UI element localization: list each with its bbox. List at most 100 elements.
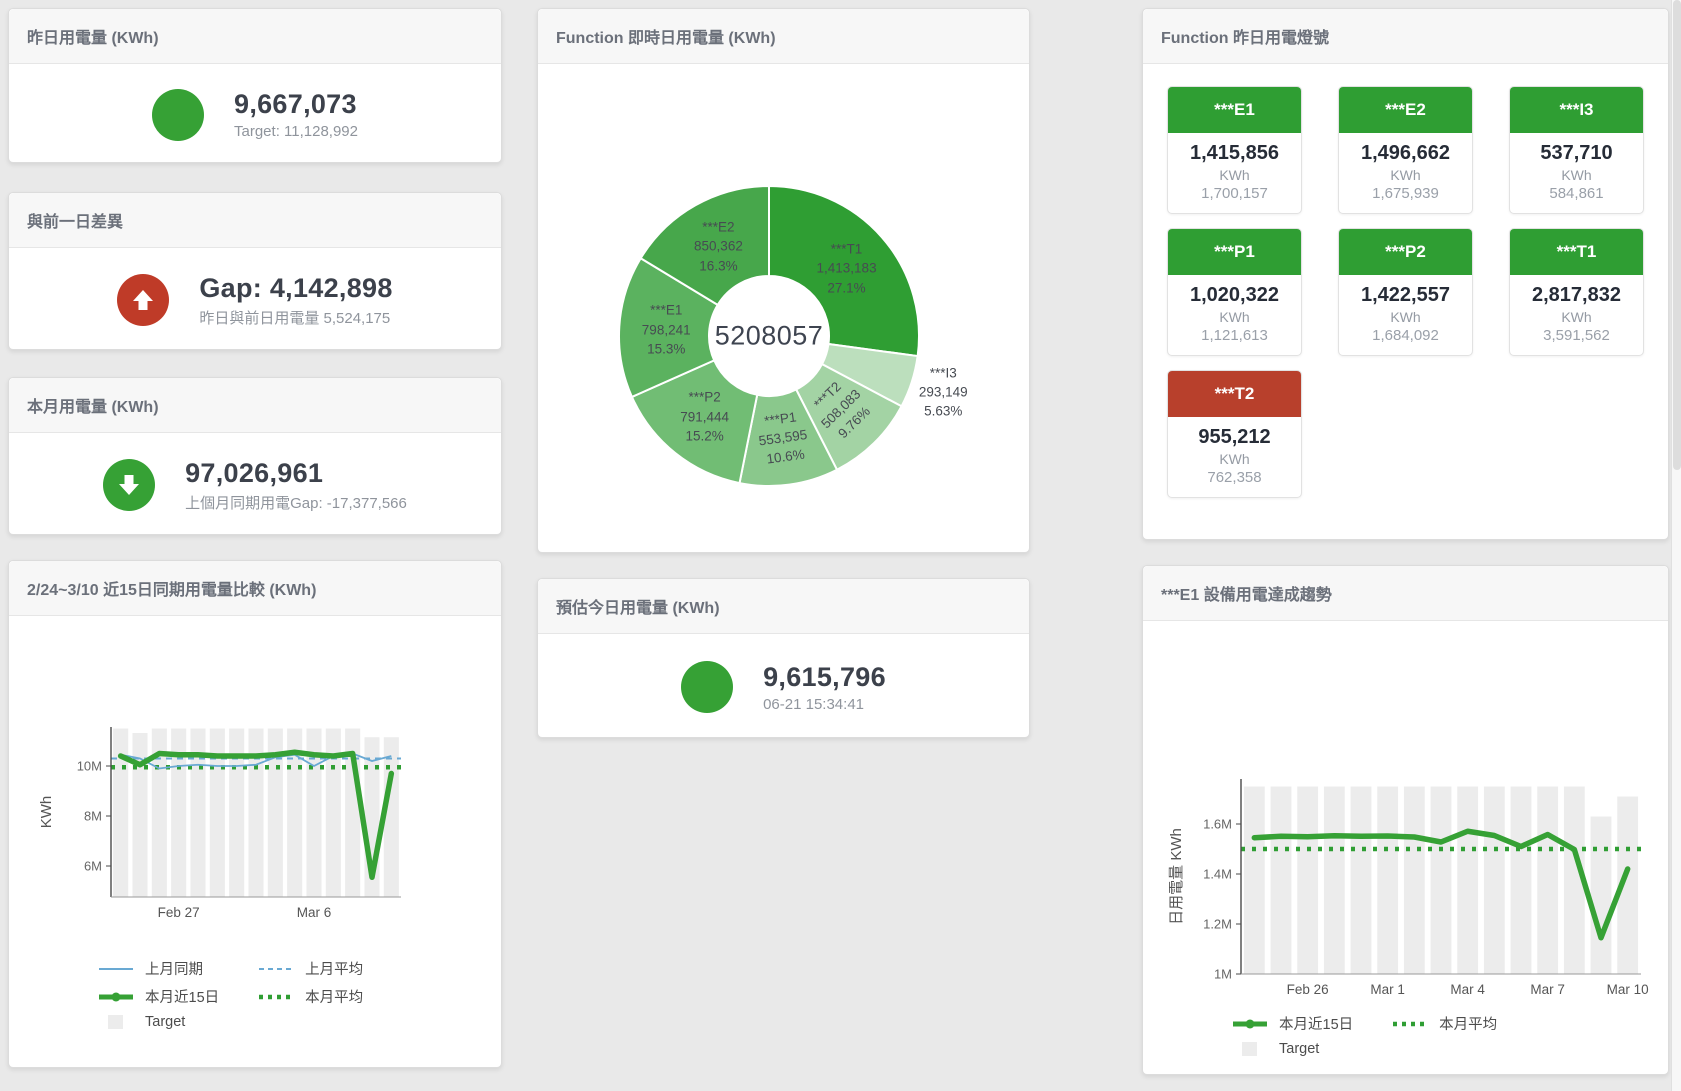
donut-center-total: 5208057 [714, 320, 824, 351]
legend-item-Target[interactable]: Target [99, 1014, 219, 1030]
card-title: 本月用電量 (KWh) [9, 378, 501, 433]
card-title: Function 即時日用電量 (KWh) [538, 9, 1029, 64]
legend-symbol [99, 1014, 133, 1030]
donut-slice-E1[interactable] [618, 256, 720, 399]
card-title: 預估今日用電量 (KWh) [538, 579, 1029, 634]
card-lamp-status: Function 昨日用電燈號 ***E1 1,415,856 KWh 1,700,1… [1142, 8, 1669, 540]
lamp-body: 1,422,557 KWh 1,684,092 [1339, 275, 1472, 355]
target-bar [1377, 786, 1399, 974]
lamp-body: 1,415,856 KWh 1,700,157 [1168, 133, 1301, 213]
lamp-tile-E2[interactable]: ***E2 1,496,662 KWh 1,675,939 [1338, 86, 1473, 214]
target-bar [1483, 786, 1505, 974]
status-circle-icon [152, 88, 204, 141]
kpi-estimate: 9,615,796 06-21 15:34:41 [538, 634, 1029, 740]
legend-item-本月平均[interactable]: 本月平均 [259, 986, 363, 1007]
kpi-month: 97,026,961 上個月同期用電Gap: -17,377,566 [9, 433, 501, 537]
x-tick-label: Mar 6 [297, 905, 332, 920]
scrollbar-thumb[interactable] [1673, 0, 1681, 470]
target-bar [1350, 786, 1372, 974]
target-bar [1563, 786, 1585, 974]
legend-label: 上月平均 [305, 962, 364, 978]
x-tick-label: Mar 7 [1530, 982, 1565, 997]
legend-label: 本月平均 [305, 990, 364, 1006]
legend-label: 本月平均 [1439, 1017, 1498, 1033]
kpi-yesterday: 9,667,073 Target: 11,128,992 [9, 64, 501, 165]
lamp-value: 1,496,662 [1361, 142, 1450, 164]
lamp-tile-E1[interactable]: ***E1 1,415,856 KWh 1,700,157 [1167, 86, 1302, 214]
kpi-day-gap: Gap: 4,142,898 昨日與前日用電量 5,524,175 [9, 248, 501, 352]
lamp-value: 2,817,832 [1532, 284, 1621, 306]
lamp-tile-T1[interactable]: ***T1 2,817,832 KWh 3,591,562 [1509, 228, 1644, 356]
legend-label: 上月同期 [145, 962, 203, 978]
y-tick-label: 8M [84, 809, 102, 824]
donut-chart-canvas[interactable]: 5208057 ***T1 1,413,183 27.1% ***I3 293,149 5… [538, 64, 1029, 555]
target-bar [1510, 786, 1532, 974]
card-yesterday-usage: 昨日用電量 (KWh) 9,667,073 Target: 11,128,992 [8, 8, 502, 163]
kpi-value: 9,667,073 [234, 89, 357, 119]
card-title: ***E1 設備用電達成趨勢 [1143, 566, 1668, 621]
x-tick-label: Feb 26 [1287, 982, 1329, 997]
legend-symbol [1393, 1018, 1428, 1030]
lamp-target: 1,684,092 [1372, 327, 1439, 344]
lamp-tile-P1[interactable]: ***P1 1,020,322 KWh 1,121,613 [1167, 228, 1302, 356]
x-tick-label: Mar 4 [1450, 982, 1485, 997]
lamp-unit: KWh [1561, 309, 1592, 325]
legend-item-本月近15日[interactable]: 本月近15日 [99, 986, 219, 1007]
lamp-target: 1,675,939 [1372, 185, 1439, 202]
lamp-unit: KWh [1219, 309, 1250, 325]
legend-item-本月平均[interactable]: 本月平均 [1393, 1013, 1497, 1034]
target-bar [306, 728, 322, 897]
compare-chart-canvas[interactable]: 6M 8M 10M Feb 27 Mar 6 KWh [9, 624, 501, 954]
lamp-unit: KWh [1390, 167, 1421, 183]
target-bar [113, 728, 129, 897]
vertical-scrollbar[interactable] [1671, 0, 1681, 1091]
trend-chart-canvas[interactable]: 1M 1.2M 1.4M 1.6M Feb 26 Mar 1 Mar 4 Mar 7 Mar 1… [1143, 629, 1668, 1009]
lamp-target: 1,121,613 [1201, 327, 1268, 344]
lamp-body: 537,710 KWh 584,861 [1510, 133, 1643, 213]
card-day-gap: 與前一日差異 Gap: 4,142,898 昨日與前日用電量 5,524,175 [8, 192, 502, 350]
legend-symbol [259, 963, 294, 975]
target-bar [171, 728, 187, 897]
target-bar [209, 728, 225, 897]
y-tick-label: 1.2M [1203, 917, 1232, 932]
y-axis-title: KWh [38, 796, 55, 829]
target-bar [151, 728, 167, 897]
lamp-tile-I3[interactable]: ***I3 537,710 KWh 584,861 [1509, 86, 1644, 214]
legend-item-本月近15日[interactable]: 本月近15日 [1233, 1013, 1353, 1034]
lamp-target: 762,358 [1207, 469, 1262, 486]
y-tick-label: 10M [77, 759, 102, 774]
target-bar [1457, 786, 1479, 974]
lamp-unit: KWh [1219, 167, 1250, 183]
kpi-subtitle: 昨日與前日用電量 5,524,175 [199, 309, 391, 327]
lamp-name: ***E2 [1339, 87, 1472, 133]
arrow-up-icon [117, 274, 170, 326]
target-bar [267, 728, 283, 897]
target-bar [132, 733, 148, 897]
x-tick-label: Mar 10 [1607, 982, 1649, 997]
legend-item-Target[interactable]: Target [1233, 1041, 1353, 1057]
lamp-name: ***T1 [1510, 229, 1643, 275]
donut-slice-E2[interactable] [639, 184, 770, 307]
card-title: 與前一日差異 [9, 193, 501, 248]
legend-label: 本月近15日 [1279, 1017, 1354, 1033]
legend-item-上月平均[interactable]: 上月平均 [259, 958, 363, 979]
lamp-name: ***I3 [1510, 87, 1643, 133]
card-title: 2/24~3/10 近15日同期用電量比較 (KWh) [9, 561, 501, 616]
lamp-name: ***P2 [1339, 229, 1472, 275]
lamp-value: 537,710 [1540, 142, 1613, 164]
lamp-tile-T2[interactable]: ***T2 955,212 KWh 762,358 [1167, 370, 1302, 498]
lamp-unit: KWh [1561, 167, 1592, 183]
target-bar [248, 728, 264, 897]
x-tick-label: Feb 27 [158, 905, 200, 920]
lamp-target: 3,591,562 [1543, 327, 1610, 344]
donut-slice-T1[interactable] [768, 184, 920, 358]
series-line-thick [1251, 828, 1631, 941]
kpi-value: Gap: 4,142,898 [199, 272, 393, 303]
donut-slice-P2[interactable] [630, 359, 759, 485]
legend-item-上月同期[interactable]: 上月同期 [99, 958, 219, 979]
y-tick-label: 1M [1214, 967, 1232, 982]
target-bar [1590, 816, 1612, 974]
y-tick-label: 1.6M [1203, 817, 1232, 832]
card-realtime-donut: Function 即時日用電量 (KWh) 5208057 ***T1 1,413… [537, 8, 1030, 553]
lamp-tile-P2[interactable]: ***P2 1,422,557 KWh 1,684,092 [1338, 228, 1473, 356]
